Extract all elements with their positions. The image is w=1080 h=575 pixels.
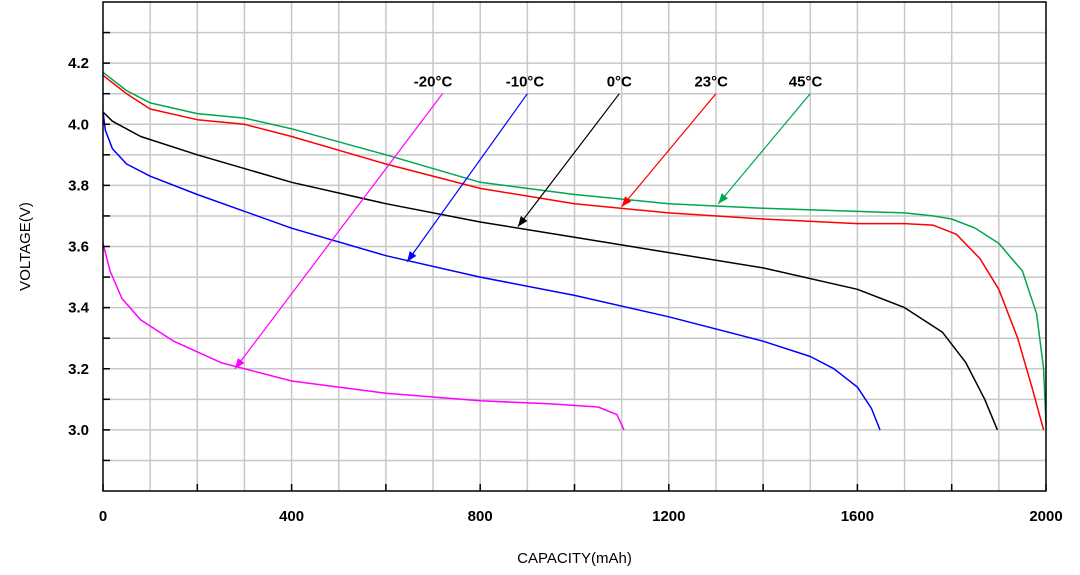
series-line [102,74,1045,431]
series-label: 0°C [607,73,632,90]
annotation-arrowhead [407,251,417,262]
grid [103,2,1046,491]
x-axis-title: CAPACITY(mAh) [517,550,632,567]
series-label: -20°C [414,73,453,90]
series-lines [102,71,1047,431]
annotation-arrow [621,93,717,208]
x-tick-label: 1200 [652,508,685,525]
annotation-arrowhead [621,196,632,207]
series-line [102,71,1047,424]
series-line [102,111,881,431]
y-tick-label: 3.4 [68,300,90,317]
annotation-arrow [234,93,443,370]
x-tick-label: 400 [279,508,304,525]
tick-labels: 0 400 800 1200 1600 2000 3.0 3.2 3.4 3.6 3.8 4.0 4.2 [68,55,1063,525]
y-tick-label: 3.0 [68,422,89,439]
y-tick-label: 4.2 [68,55,89,72]
series-labels: -20°C -10°C 0°C 23°C 45°C [414,73,823,90]
annotation-arrowhead [517,216,528,227]
annotation-arrow [406,93,528,263]
y-tick-label: 3.6 [68,239,89,256]
y-tick-label: 3.8 [68,177,89,194]
series-line [102,243,625,431]
x-tick-label: 1600 [841,508,874,525]
annotation-arrowhead [235,358,245,369]
series-line [102,111,999,431]
y-tick-label: 3.2 [68,361,89,378]
annotation-arrowhead [718,193,728,204]
x-tick-label: 0 [99,508,107,525]
annotation-arrows [234,93,811,370]
x-tick-label: 800 [468,508,493,525]
annotation-arrow [517,93,620,227]
axis-ticks [102,31,1047,491]
series-label: -10°C [506,73,545,90]
x-tick-label: 2000 [1029,508,1062,525]
series-label: 23°C [694,73,728,90]
y-tick-label: 4.0 [68,116,89,133]
y-axis-title: VOLTAGE(V) [17,202,34,291]
annotation-arrow [717,93,811,205]
series-label: 45°C [789,73,823,90]
